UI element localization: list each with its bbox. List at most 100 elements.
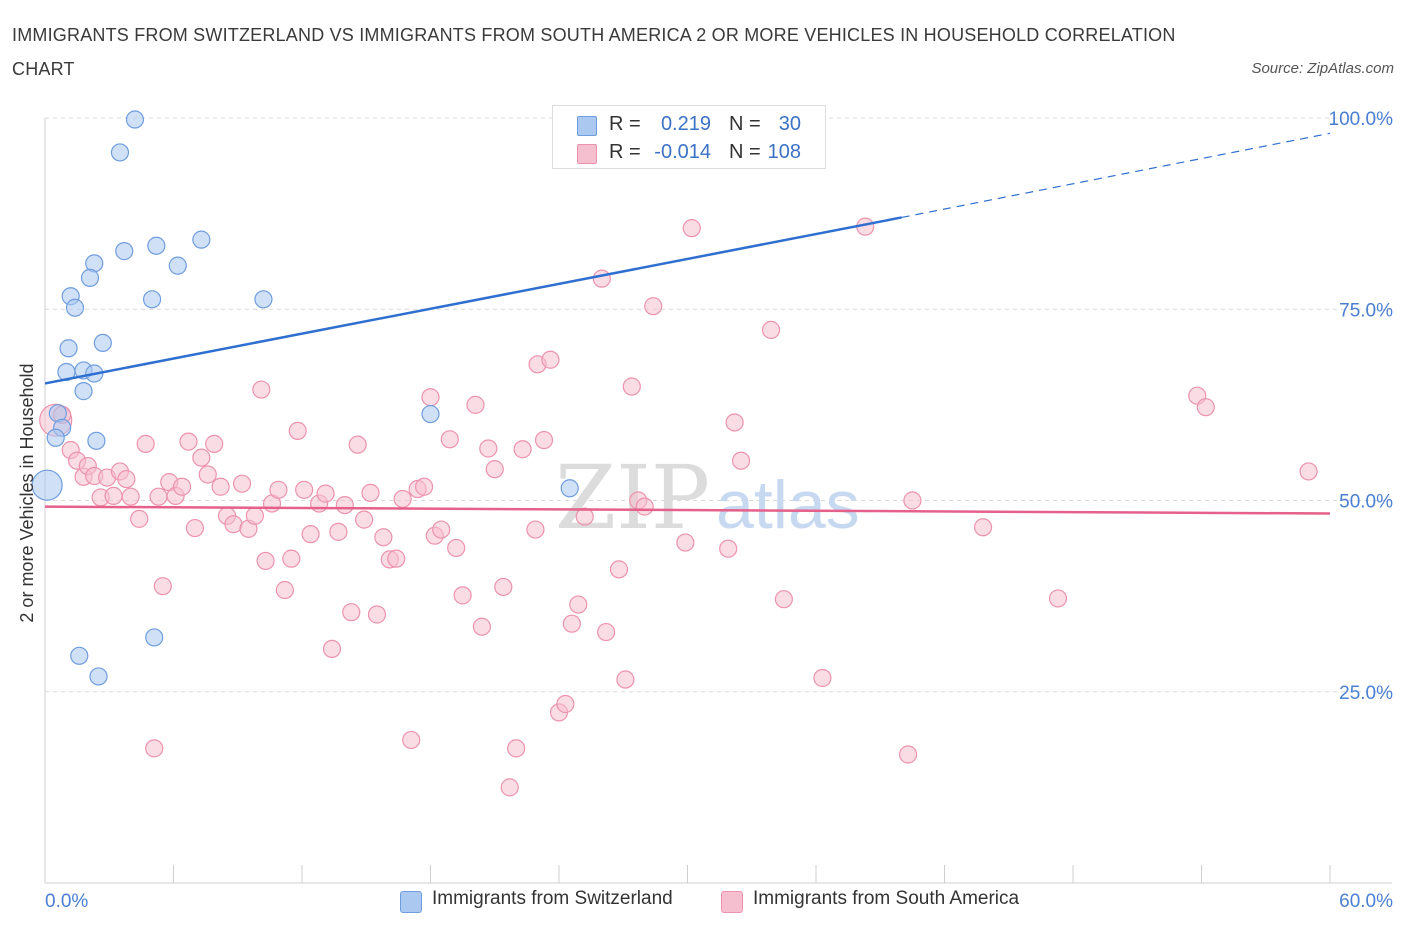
r-label: R =: [609, 113, 641, 135]
trend-lines: [44, 132, 1331, 515]
point-south-america: [597, 622, 616, 642]
point-south-america: [447, 538, 466, 558]
point-south-america: [903, 491, 922, 510]
point-south-america: [269, 480, 288, 499]
point-south-america: [414, 477, 434, 496]
point-south-america: [485, 460, 504, 479]
point-south-america: [282, 549, 301, 568]
point-switzerland: [421, 404, 440, 424]
r-value: 0.219: [660, 113, 711, 135]
series-swatch-switzerland: [400, 891, 422, 913]
point-south-america: [1299, 462, 1318, 481]
point-south-america: [316, 484, 335, 503]
y-tick-label: 75.0%: [1339, 300, 1393, 321]
point-south-america: [179, 432, 198, 451]
point-south-america: [1048, 589, 1068, 608]
point-south-america: [335, 495, 354, 515]
point-south-america: [774, 590, 793, 609]
point-south-america: [301, 525, 320, 544]
trendline-extension: [901, 132, 1331, 219]
watermark: ZIP atlas: [555, 446, 860, 549]
point-switzerland: [254, 290, 273, 309]
point-south-america: [387, 549, 406, 568]
point-switzerland: [89, 667, 108, 686]
point-south-america: [479, 439, 498, 458]
point-south-america: [761, 320, 781, 340]
point-switzerland: [142, 290, 162, 309]
point-south-america: [466, 395, 485, 414]
legend-row-south-america: R = -0.014 N = 108: [553, 138, 825, 166]
n-value: 108: [767, 141, 801, 163]
point-south-america: [149, 487, 168, 506]
point-switzerland: [168, 256, 187, 275]
point-south-america: [494, 577, 513, 597]
point-south-america: [635, 497, 654, 516]
point-south-america: [322, 639, 342, 659]
point-south-america: [198, 465, 217, 484]
point-south-america: [393, 489, 412, 509]
point-south-america: [145, 739, 164, 758]
point-south-america: [374, 528, 393, 547]
point-south-america: [500, 778, 519, 797]
series-label-switzerland: Immigrants from Switzerland: [432, 888, 673, 909]
legend-swatch-switzerland: [577, 116, 597, 136]
legend-row-switzerland: R = 0.219 N = 30: [553, 110, 825, 138]
grid-lines: [45, 117, 1392, 693]
point-switzerland: [145, 628, 164, 647]
point-south-america: [121, 487, 140, 506]
point-south-america: [130, 509, 149, 528]
point-switzerland: [125, 110, 145, 129]
series-swatch-south-america: [721, 891, 743, 913]
point-south-america: [117, 469, 136, 489]
point-south-america: [731, 451, 751, 470]
point-south-america: [562, 614, 581, 633]
point-south-america: [421, 388, 440, 407]
watermark-atlas: atlas: [716, 467, 860, 543]
r-label: R =: [609, 141, 641, 163]
point-switzerland: [93, 333, 112, 353]
point-south-america: [973, 518, 993, 537]
point-switzerland: [115, 242, 134, 261]
point-south-america: [342, 603, 361, 622]
y-tick-label: 100.0%: [1329, 109, 1394, 130]
point-south-america: [682, 219, 701, 238]
y-tick-label: 25.0%: [1339, 683, 1393, 704]
point-south-america: [513, 440, 532, 459]
point-switzerland: [80, 268, 100, 287]
point-south-america: [507, 739, 526, 758]
point-south-america: [1196, 398, 1215, 417]
point-south-america: [644, 297, 663, 316]
point-south-america: [526, 520, 545, 539]
n-value: 30: [778, 113, 801, 135]
point-south-america: [205, 434, 224, 453]
chart-title: IMMIGRANTS FROM SWITZERLAND VS IMMIGRANT…: [12, 25, 1176, 79]
point-south-america: [245, 506, 264, 525]
point-south-america: [569, 595, 588, 614]
point-south-america: [211, 477, 230, 496]
point-south-america: [402, 730, 421, 750]
point-south-america: [575, 507, 594, 526]
point-south-america: [153, 577, 172, 596]
point-south-america: [622, 377, 641, 396]
point-south-america: [256, 551, 275, 571]
point-switzerland: [110, 143, 130, 162]
point-switzerland: [74, 382, 93, 401]
point-south-america: [609, 560, 629, 579]
point-south-america: [592, 269, 611, 288]
point-south-america: [541, 350, 560, 369]
point-south-america: [275, 580, 294, 600]
point-switzerland: [560, 479, 579, 498]
trendline-south-america: [44, 505, 1331, 515]
point-south-america: [192, 448, 211, 467]
trendline-switzerland: [44, 216, 902, 385]
point-switzerland: [87, 431, 106, 450]
point-south-america: [367, 605, 387, 624]
point-south-america: [898, 745, 918, 764]
point-south-america: [453, 586, 472, 605]
point-switzerland: [65, 298, 85, 317]
point-south-america: [252, 380, 271, 399]
point-south-america: [288, 421, 307, 440]
point-south-america: [676, 533, 695, 552]
n-label: N =: [729, 113, 761, 135]
